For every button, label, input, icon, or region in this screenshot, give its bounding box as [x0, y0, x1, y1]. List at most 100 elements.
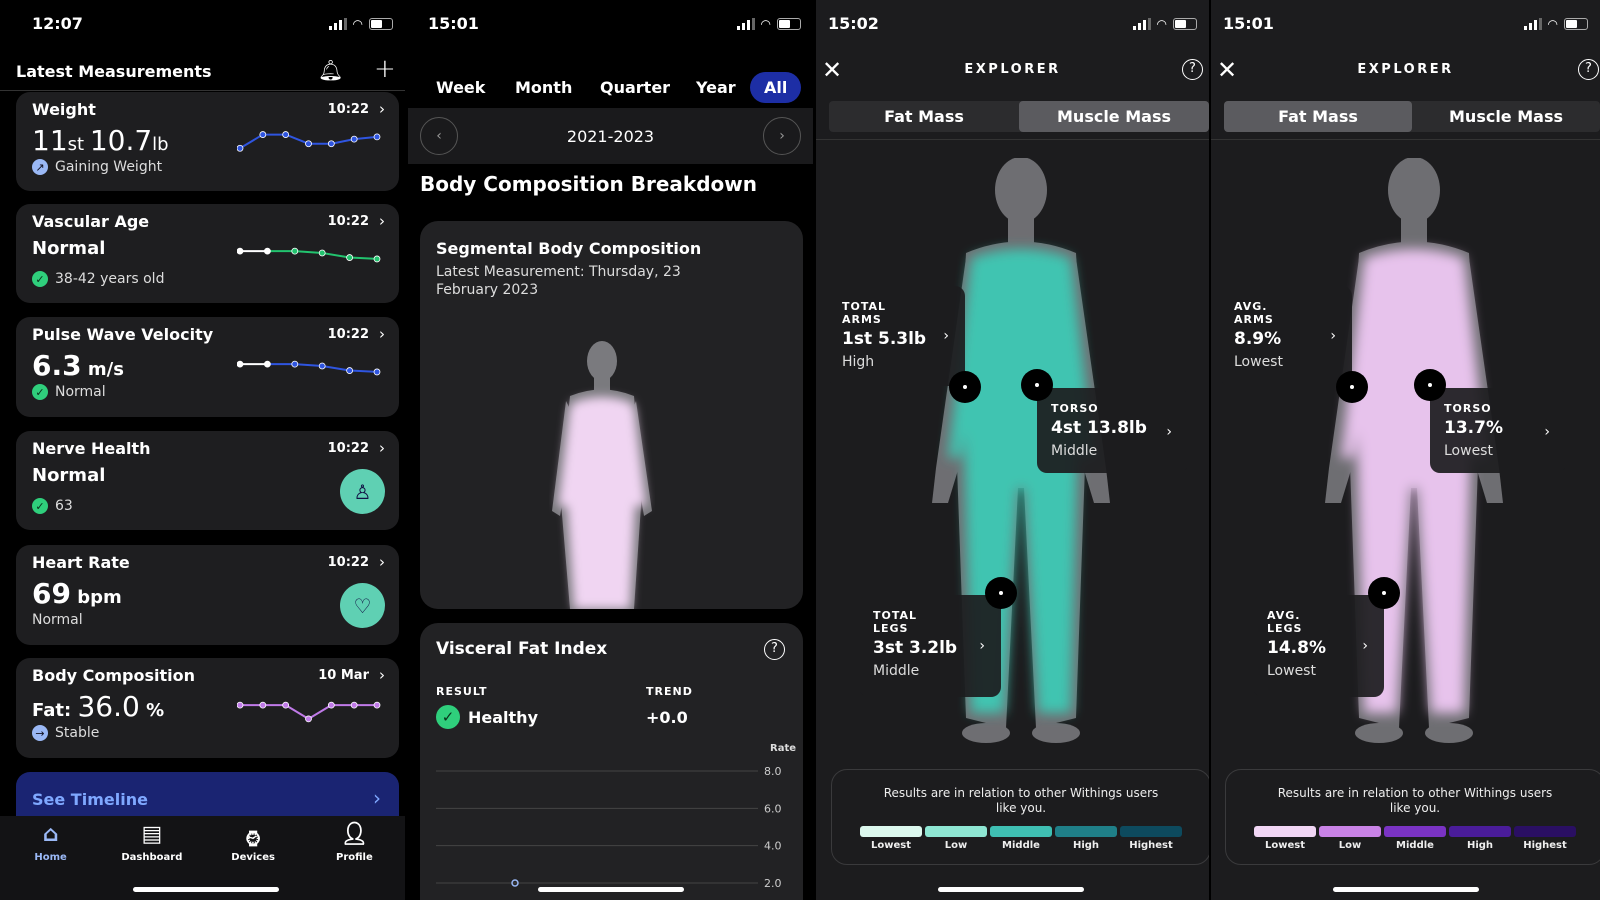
explorer-title: EXPLORER — [1357, 62, 1454, 77]
scale-swatch — [1319, 826, 1381, 837]
legend-scale: Lowest Low Middle High Highest — [832, 826, 1209, 851]
page-title: Latest Measurements — [16, 62, 212, 81]
tab-year[interactable]: Year — [696, 78, 736, 97]
visceral-fat-card[interactable]: Visceral Fat Index ? RESULT ✓ Healthy TRE… — [420, 623, 803, 900]
home-indicator — [938, 887, 1084, 892]
heart-rate-value: 69 bpm — [32, 577, 122, 610]
tab-fat-mass[interactable]: Fat Mass — [884, 107, 964, 126]
sparkline-point — [373, 701, 381, 709]
check-icon: ✓ — [32, 384, 48, 400]
segment-label-legs[interactable]: AVG. LEGS 14.8% Lowest › — [1253, 595, 1384, 697]
sparkline-point — [237, 360, 244, 368]
tab-week[interactable]: Week — [436, 78, 486, 97]
body-composition-screen: 15:01 ◠ Week Month Quarter Year All ‹ 20… — [408, 0, 813, 900]
mass-toggle: Fat Mass Muscle Mass — [1224, 101, 1600, 132]
segment-marker[interactable] — [985, 577, 1017, 609]
y-tick-label: 8.0 — [764, 765, 782, 778]
nav-label: Profile — [335, 852, 373, 863]
sparkline-point — [373, 255, 381, 263]
tab-muscle-mass[interactable]: Muscle Mass — [1019, 101, 1209, 132]
sparkline-point — [373, 368, 381, 376]
next-button[interactable]: › — [763, 117, 801, 155]
help-icon[interactable]: ? — [1182, 59, 1203, 80]
sparkline-segment — [285, 133, 309, 145]
explorer-title: EXPLORER — [964, 62, 1061, 77]
nerve-health-card[interactable]: Nerve Health 10:22 › Normal ✓ 63 ♙ — [16, 431, 399, 530]
help-icon[interactable]: ? — [764, 639, 785, 660]
segment-marker[interactable] — [1336, 371, 1368, 403]
visceral-title: Visceral Fat Index — [436, 639, 608, 659]
chevron-right-icon: › — [1166, 423, 1172, 440]
help-icon[interactable]: ? — [1578, 59, 1599, 80]
card-status-row: ↗ Gaining Weight — [32, 159, 162, 175]
segment-marker[interactable] — [949, 371, 981, 403]
sparkline-point — [263, 360, 271, 368]
card-title: Pulse Wave Velocity — [32, 325, 214, 344]
check-icon: ✓ — [32, 498, 48, 514]
nav-devices[interactable]: ⌚︎ Devices — [213, 822, 293, 900]
nav-profile[interactable]: 👤︎ Profile — [314, 822, 394, 900]
segment-marker[interactable] — [1368, 577, 1400, 609]
signal-icon — [736, 18, 755, 30]
chevron-right-icon: › — [379, 439, 385, 457]
card-title: Nerve Health — [32, 439, 151, 458]
segment-key: TORSO — [1444, 402, 1492, 415]
battery-icon — [1173, 18, 1197, 30]
sparkline-point — [305, 715, 312, 723]
chevron-right-icon: › — [379, 666, 385, 684]
tab-month[interactable]: Month — [515, 78, 573, 97]
segmental-title: Segmental Body Composition — [436, 239, 702, 258]
segment-label-torso[interactable]: TORSO 13.7% Lowest › — [1430, 388, 1566, 473]
segment-key: LEGS — [1267, 622, 1303, 635]
segment-label-arms[interactable]: AVG. ARMS 8.9% Lowest › — [1220, 286, 1352, 386]
card-value: 36.0 — [77, 690, 140, 723]
add-icon[interactable]: + — [374, 54, 396, 84]
segment-marker[interactable] — [1414, 369, 1446, 401]
result-label: RESULT — [436, 685, 488, 698]
previous-button[interactable]: ‹ — [420, 117, 458, 155]
scale-swatch — [990, 826, 1052, 837]
status-icons: ◠ — [1523, 17, 1588, 31]
scale-swatch — [1120, 826, 1182, 837]
body-figure-small — [552, 341, 652, 609]
sparkline-segment — [331, 138, 355, 145]
tab-quarter[interactable]: Quarter — [600, 78, 671, 97]
close-icon[interactable]: ✕ — [1217, 56, 1238, 84]
body-composition-card[interactable]: Body Composition 10 Mar › Fat: 36.0 % → S… — [16, 658, 399, 758]
y-tick-label: 4.0 — [764, 840, 782, 853]
weight-card[interactable]: Weight 10:22 › 11st 10.7lb ↗ Gaining Weig… — [16, 92, 399, 191]
vascular-age-card[interactable]: Vascular Age 10:22 › Normal ✓ 38-42 years… — [16, 204, 399, 303]
segment-marker[interactable] — [1021, 369, 1053, 401]
sparkline-point — [237, 144, 244, 152]
heart-icon[interactable]: ♡ — [340, 583, 385, 628]
card-value: Normal — [32, 238, 106, 259]
foot-icon[interactable]: ♙ — [340, 469, 385, 514]
home-indicator — [1333, 887, 1479, 892]
nav-home[interactable]: ⌂ Home — [11, 822, 91, 900]
bell-icon[interactable]: 🔔︎ — [318, 58, 344, 82]
segment-value: 13.7% — [1444, 418, 1503, 438]
segment-label-torso[interactable]: TORSO 4st 13.8lb Middle › — [1037, 388, 1188, 473]
tab-muscle-mass[interactable]: Muscle Mass — [1449, 107, 1563, 126]
nav-dashboard[interactable]: ▤ Dashboard — [112, 822, 192, 900]
tab-fat-mass[interactable]: Fat Mass — [1224, 101, 1412, 132]
legend-box: Results are in relation to other Withing… — [1225, 769, 1600, 865]
sparkline-segment — [307, 704, 332, 720]
weight-value: 11st 10.7lb — [32, 124, 169, 157]
chevron-right-icon: › — [943, 328, 949, 344]
segment-label-legs[interactable]: TOTAL LEGS 3st 3.2lb Middle › — [859, 595, 1001, 697]
pulse-wave-velocity-card[interactable]: Pulse Wave Velocity 10:22 › 6.3 m/s ✓ Nor… — [16, 317, 399, 417]
sparkline-point — [346, 254, 353, 261]
close-icon[interactable]: ✕ — [822, 56, 843, 84]
chevron-right-icon: › — [379, 100, 385, 118]
signal-icon — [1132, 18, 1151, 30]
heart-rate-card[interactable]: Heart Rate 10:22 › 69 bpm Normal ♡ — [16, 545, 399, 645]
battery-icon — [369, 18, 393, 30]
segmental-card[interactable]: Segmental Body Composition Latest Measur… — [420, 221, 803, 609]
card-title: Weight — [32, 100, 96, 119]
result-value: Healthy — [468, 707, 538, 727]
y-tick-label: 2.0 — [764, 877, 782, 890]
tab-all[interactable]: All — [750, 72, 802, 103]
segment-key: ARMS — [1234, 313, 1274, 326]
segment-label-arms[interactable]: TOTAL ARMS 1st 5.3lb High › — [828, 286, 965, 386]
